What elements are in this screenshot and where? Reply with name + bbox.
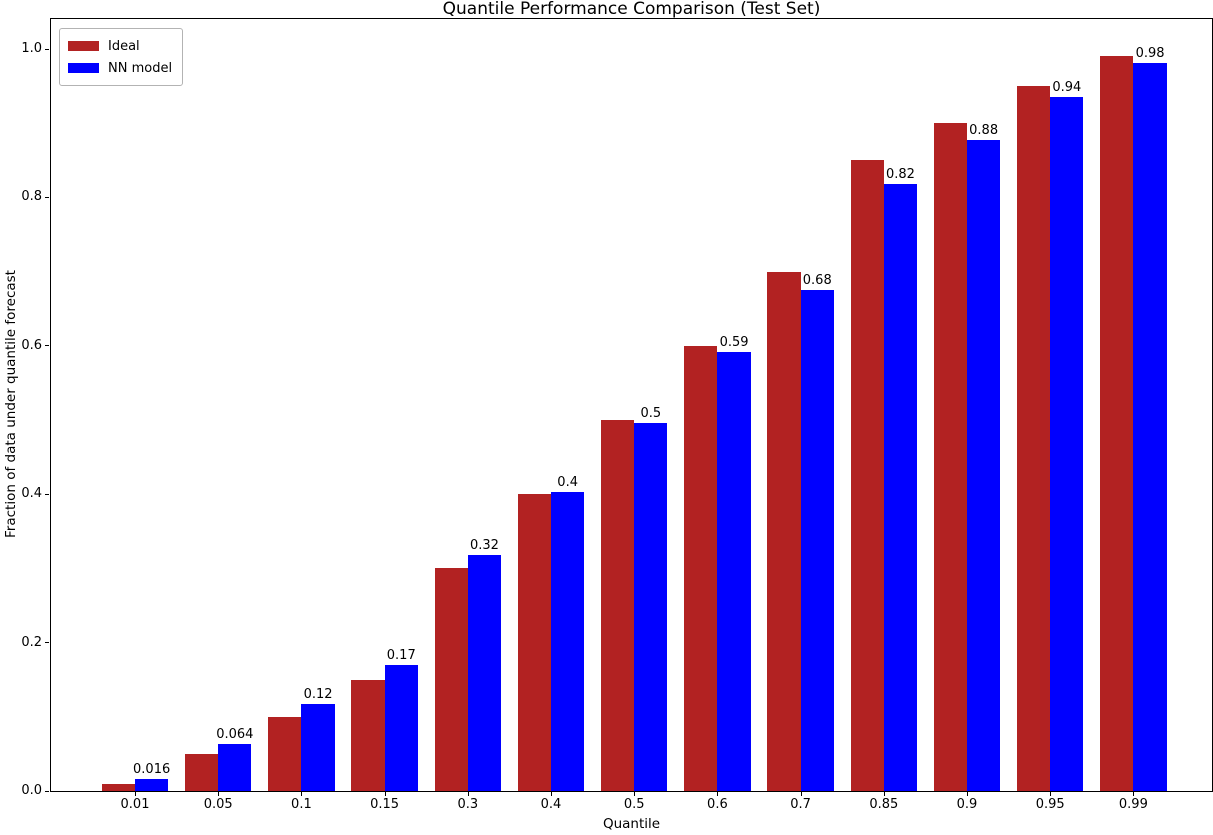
axis-spine-left [50, 18, 51, 792]
y-tick-label: 0.6 [21, 337, 42, 353]
y-tick-label: 0.0 [21, 783, 42, 798]
axis-spine-top [50, 18, 1213, 19]
x-axis-label: Quantile [602, 816, 661, 832]
nn-model-bar [717, 351, 751, 791]
x-tick-label: 0.99 [1118, 797, 1148, 812]
ideal-bar [434, 568, 468, 791]
x-tick-mark [1050, 792, 1052, 796]
bar-value-label: 0.68 [802, 273, 832, 289]
y-tick-mark [45, 196, 49, 198]
x-tick-mark [1133, 792, 1135, 796]
bar-value-label: 0.98 [1135, 46, 1165, 62]
x-tick-mark [717, 792, 719, 796]
legend-label-ideal: Ideal [108, 38, 140, 54]
x-tick-label: 0.6 [707, 797, 728, 812]
y-tick-mark [45, 790, 49, 792]
ideal-bar [684, 345, 718, 791]
ideal-bar [850, 160, 884, 791]
chart-title: Quantile Performance Comparison (Test Se… [442, 0, 821, 19]
x-tick-mark [467, 792, 469, 796]
x-tick-label: 0.05 [203, 797, 233, 812]
legend-label-nn-model: NN model [108, 60, 173, 76]
nn-model-bar [551, 491, 585, 791]
nn-model-bar [883, 184, 918, 791]
bar-value-label: 0.12 [303, 687, 333, 703]
nn-model-bar [1050, 97, 1084, 791]
ideal-bar [101, 783, 135, 791]
y-tick-mark [45, 642, 49, 644]
nn-model-bar [467, 555, 502, 791]
nn-model-bar [135, 779, 169, 791]
x-tick-mark [634, 792, 636, 796]
legend-item-ideal: Ideal [68, 35, 172, 57]
ideal-bar [268, 716, 302, 791]
x-tick-mark [800, 792, 802, 796]
x-tick-label: 0.4 [540, 797, 562, 812]
x-tick-mark [135, 792, 136, 796]
nn-model-bar [634, 422, 668, 791]
ideal-bar [517, 494, 551, 791]
y-tick-mark [45, 345, 49, 347]
y-tick-label: 0.8 [21, 189, 42, 205]
nn-model-bar [800, 290, 834, 791]
ideal-bar [1016, 86, 1051, 791]
x-tick-label: 0.7 [790, 797, 811, 812]
nn-model-bar [384, 664, 418, 791]
ideal-bar [767, 271, 801, 791]
bar-value-label: 0.064 [216, 726, 254, 742]
ideal-series-swatch [68, 41, 99, 51]
nn-model-bar [967, 139, 1001, 791]
ideal-bar [1100, 56, 1134, 791]
bar-value-label: 0.5 [640, 405, 662, 421]
y-tick-label: 0.2 [21, 634, 42, 650]
y-tick-label: 0.4 [21, 486, 42, 502]
bar-value-label: 0.88 [969, 122, 999, 138]
x-tick-mark [551, 792, 552, 796]
nn-model-bar [1133, 63, 1167, 791]
legend-item-nn-model: NN model [68, 57, 172, 79]
x-tick-label: 0.01 [120, 797, 150, 812]
y-tick-mark [45, 493, 49, 495]
nn-model-series-swatch [68, 63, 99, 73]
x-tick-label: 0.3 [457, 797, 479, 812]
x-tick-label: 0.85 [869, 797, 899, 812]
x-tick-label: 0.1 [291, 797, 312, 812]
ideal-bar [933, 123, 967, 791]
nn-model-bar [301, 704, 335, 791]
legend: Ideal NN model [59, 28, 184, 86]
bar-value-label: 0.94 [1052, 80, 1082, 96]
ideal-bar [351, 679, 385, 791]
ideal-bar [184, 753, 219, 791]
x-tick-mark [883, 792, 885, 796]
bar-value-label: 0.32 [469, 538, 499, 554]
bar-value-label: 0.59 [719, 334, 749, 350]
x-tick-mark [301, 792, 303, 796]
x-tick-label: 0.5 [623, 797, 645, 812]
bar-value-label: 0.82 [885, 167, 915, 183]
x-tick-mark [384, 792, 386, 796]
bar-value-label: 0.4 [557, 474, 578, 490]
x-tick-mark [967, 792, 968, 796]
bar-value-label: 0.17 [386, 647, 416, 663]
bar-value-label: 0.016 [133, 762, 171, 778]
x-tick-label: 0.95 [1035, 797, 1065, 812]
x-tick-mark [218, 792, 220, 796]
y-tick-mark [45, 48, 49, 50]
x-tick-label: 0.9 [956, 797, 978, 812]
ideal-bar [600, 420, 635, 791]
y-tick-label: 1.0 [21, 41, 42, 56]
nn-model-bar [218, 743, 252, 791]
x-tick-label: 0.15 [370, 797, 400, 812]
axis-spine-bottom [50, 791, 1213, 792]
